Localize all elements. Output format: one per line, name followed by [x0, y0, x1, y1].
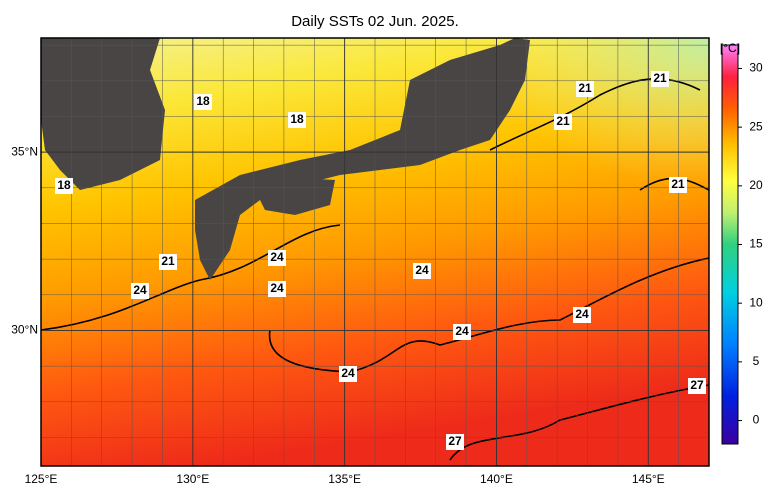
contour-label-box	[159, 254, 177, 270]
contour-label-box	[453, 324, 471, 340]
contour-label-box	[554, 114, 572, 130]
contour-line	[449, 384, 709, 461]
land-japan	[195, 38, 530, 280]
contour-label-box	[446, 434, 464, 450]
lon-tick-label: 145°E	[632, 472, 665, 486]
contour-label-box	[194, 94, 212, 110]
contour-label-box	[288, 112, 306, 128]
contour-label: 21	[161, 254, 175, 268]
contour-label: 24	[133, 283, 147, 297]
contour-line	[41, 224, 709, 373]
colorbar-tick-label: 10	[749, 295, 763, 309]
contour-label: 24	[341, 366, 355, 380]
contour-label: 21	[556, 114, 570, 128]
colorbar-tick-label: 0	[753, 413, 760, 427]
contour-label-box	[573, 307, 591, 323]
contour-label-box	[268, 281, 286, 297]
contour-label: 18	[196, 94, 210, 108]
contour-label-box	[131, 283, 149, 299]
lon-tick-label: 125°E	[25, 472, 58, 486]
contour-label: 21	[671, 177, 685, 191]
lat-tick-label: 35°N	[11, 144, 38, 158]
colorbar-tick-label: 15	[749, 237, 763, 251]
contour-label: 24	[270, 281, 284, 295]
colorbar-tick-label: 5	[753, 354, 760, 368]
lon-tick-label: 140°E	[480, 472, 513, 486]
map-frame	[40, 37, 710, 467]
contour-label-box	[268, 250, 286, 266]
contour-label: 27	[448, 434, 462, 448]
colorbar-tick-label: 20	[749, 178, 763, 192]
contour-label: 21	[653, 71, 667, 85]
colorbar-tick-label: 30	[749, 61, 763, 75]
contour-label: 24	[455, 324, 469, 338]
contour-label-box	[669, 177, 687, 193]
map-title: Daily SSTs 02 Jun. 2025.	[291, 13, 459, 30]
colorbar-unit: [°C]	[720, 41, 740, 55]
contour-label-box	[413, 263, 431, 279]
lon-tick-label: 135°E	[328, 472, 361, 486]
contour-label: 21	[578, 81, 592, 95]
contour-label: 24	[575, 307, 589, 321]
contour-label: 18	[290, 112, 304, 126]
contour-label: 24	[270, 250, 284, 264]
contour-label-box	[576, 81, 594, 97]
contour-label: 27	[690, 378, 704, 392]
contour-label: 24	[415, 263, 429, 277]
contour-label-box	[651, 71, 669, 87]
contour-label: 18	[57, 178, 71, 192]
contour-label-box	[688, 378, 706, 394]
lat-tick-label: 30°N	[11, 323, 38, 337]
contour-label-box	[339, 366, 357, 382]
colorbar	[721, 44, 739, 445]
colorbar-tick-label: 25	[749, 119, 763, 133]
lon-tick-label: 130°E	[176, 472, 209, 486]
contour-label-box	[55, 178, 73, 194]
land-shikoku	[255, 178, 335, 215]
